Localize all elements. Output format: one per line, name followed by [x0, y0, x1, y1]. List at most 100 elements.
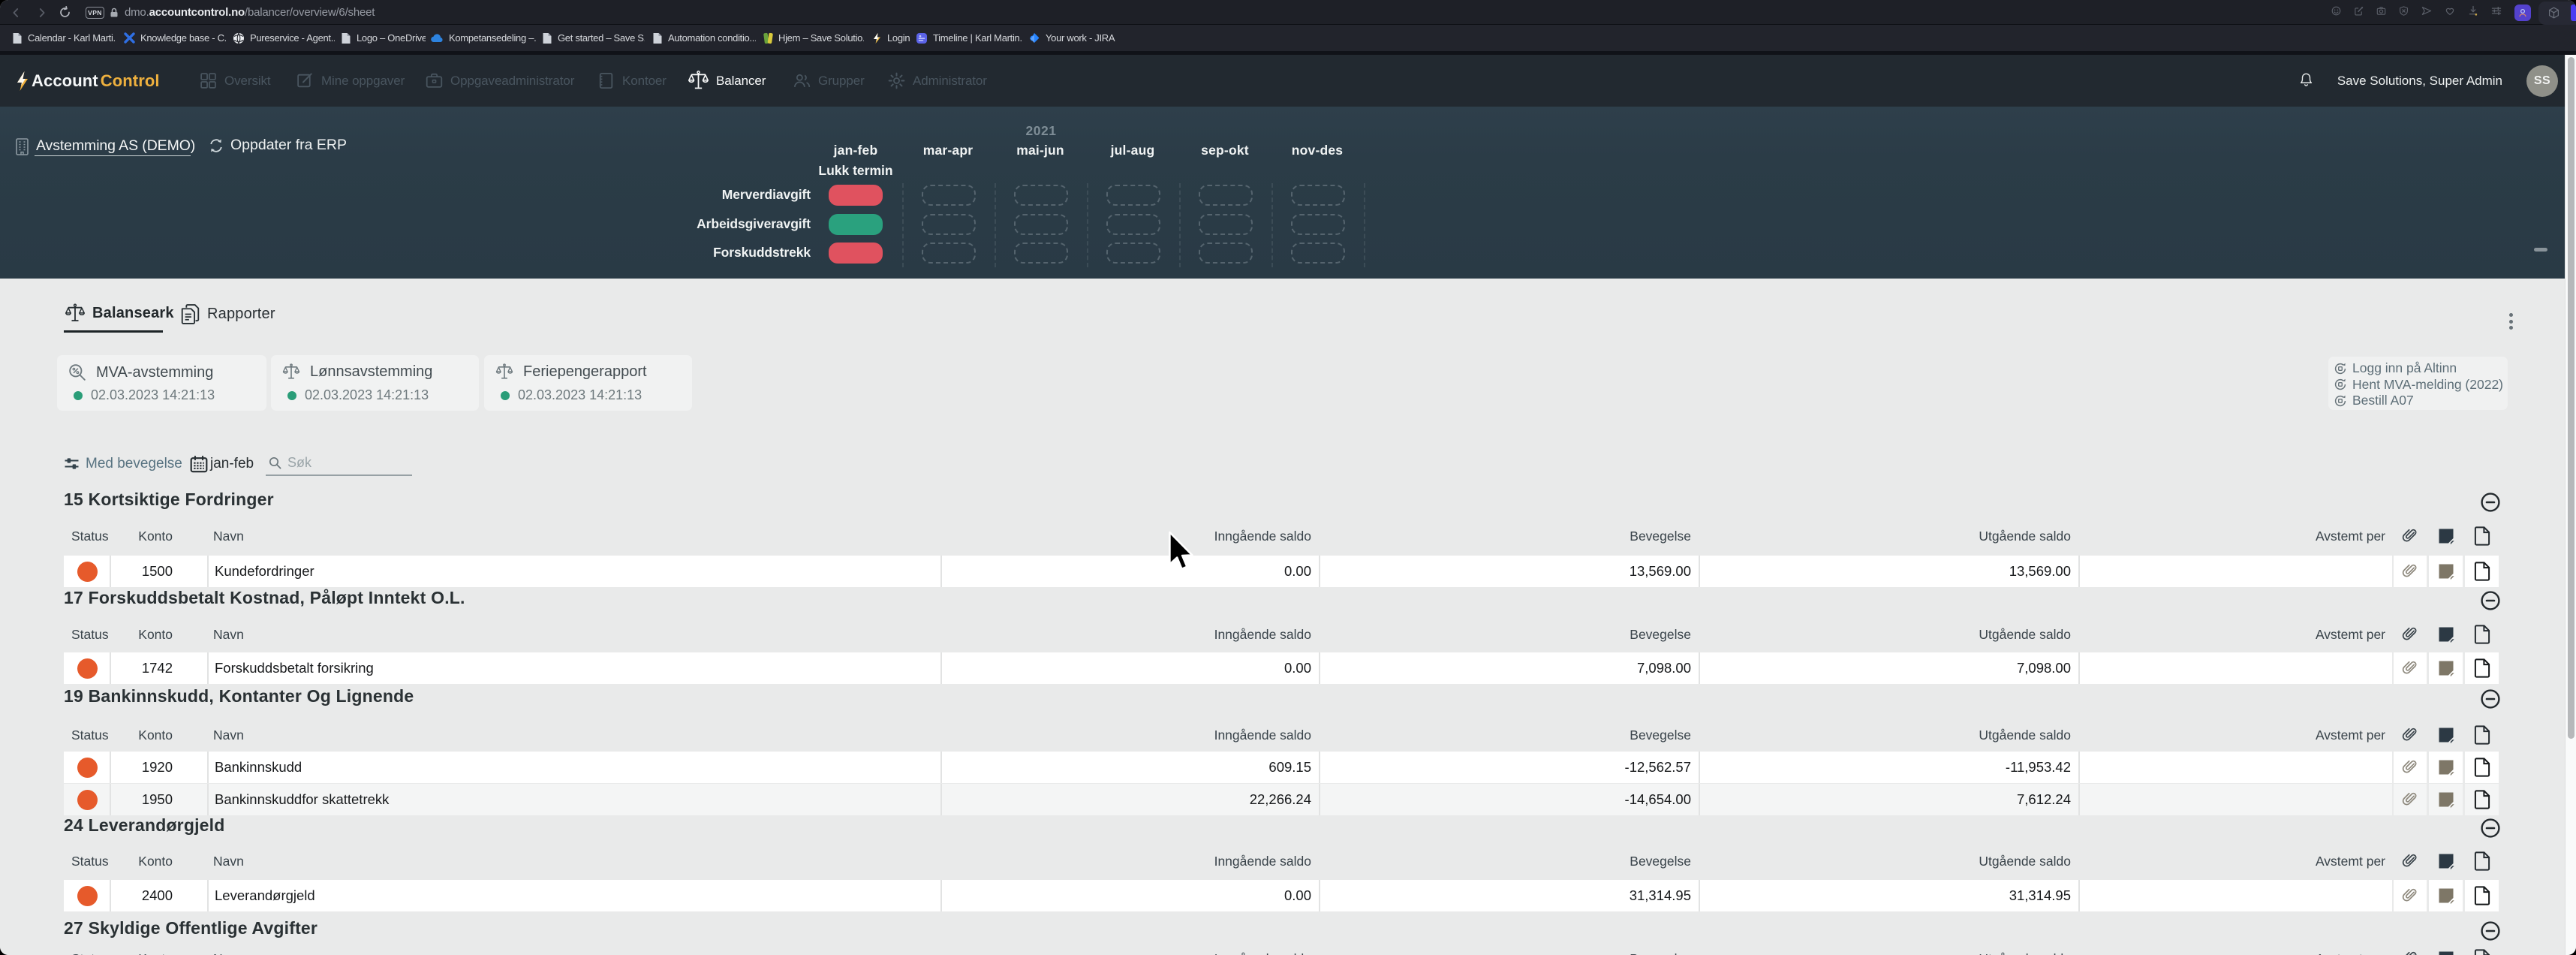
search-input[interactable]: Søk: [266, 451, 412, 476]
back-icon[interactable]: [10, 0, 22, 25]
term-pill-empty[interactable]: [1198, 213, 1253, 235]
term-pill-aga-jan-feb[interactable]: [829, 213, 883, 235]
tab-balanseark[interactable]: Balanseark: [65, 303, 174, 324]
table-row[interactable]: 1500 Kundefordringer 0.00 13,569.00 13,5…: [64, 556, 2502, 587]
bookmark-item[interactable]: Automation conditio...: [652, 25, 756, 51]
sliders-extension-icon[interactable]: [2491, 6, 2502, 20]
nav-item-administrator[interactable]: Administrator: [887, 55, 987, 107]
profile-extension-icon[interactable]: [2514, 4, 2531, 21]
card-lonnsavstemming[interactable]: Lønnsavstemming 02.03.2023 14:21:13: [271, 355, 479, 411]
term-pill-empty[interactable]: [1198, 243, 1253, 264]
bookmark-item[interactable]: Logo – OneDrive: [341, 25, 426, 51]
app-logo[interactable]: Account Control: [16, 55, 160, 107]
compose-extension-icon[interactable]: [2354, 6, 2364, 20]
table-row[interactable]: 2400 Leverandørgjeld 0.00 31,314.95 31,3…: [64, 880, 2502, 911]
refresh-erp-button[interactable]: Oppdater fra ERP: [209, 137, 347, 154]
section-collapse-button[interactable]: [2481, 921, 2500, 941]
term-pill-empty[interactable]: [1290, 213, 1345, 235]
avatar[interactable]: SS: [2526, 65, 2558, 97]
document-icon[interactable]: [2465, 752, 2499, 783]
table-row[interactable]: 1950 Bankinnskuddfor skattetrekk 22,266.…: [64, 784, 2502, 815]
url-bar[interactable]: dmo. accountcontrol.no/balancer/overview/…: [125, 0, 375, 25]
note-icon[interactable]: [2429, 784, 2463, 815]
table-row[interactable]: 1742 Forskuddsbetalt forsikring 0.00 7,0…: [64, 652, 2502, 684]
bookmark-item[interactable]: Get started – Save S...: [542, 25, 645, 51]
period-mai-jun[interactable]: mai-jun: [1016, 143, 1064, 158]
bookmark-item[interactable]: Knowledge base - C...: [124, 25, 226, 51]
kebab-menu[interactable]: [2503, 313, 2518, 333]
bell-icon[interactable]: [2299, 71, 2313, 91]
card-feriepengerapport[interactable]: Feriepengerapport 02.03.2023 14:21:13: [484, 355, 692, 411]
term-pill-empty[interactable]: [1106, 185, 1160, 206]
term-pill-mva-jan-feb[interactable]: [829, 185, 883, 206]
nav-item-balancer[interactable]: Balancer: [688, 55, 766, 107]
term-pill-empty[interactable]: [921, 243, 976, 264]
send-extension-icon[interactable]: [2421, 6, 2432, 20]
document-icon[interactable]: [2465, 880, 2499, 911]
period-sep-okt[interactable]: sep-okt: [1201, 143, 1249, 158]
altinn-link-hent-mva[interactable]: Hent MVA-melding (2022): [2334, 377, 2508, 393]
section-collapse-button[interactable]: [2481, 689, 2500, 709]
attachment-icon[interactable]: [2394, 652, 2427, 684]
document-icon[interactable]: [2465, 556, 2499, 587]
period-mar-apr[interactable]: mar-apr: [922, 143, 974, 158]
bookmark-item[interactable]: Timeline | Karl Martin...: [916, 25, 1022, 51]
bookmark-item[interactable]: Kompetansedeling –...: [431, 25, 537, 51]
attachment-icon[interactable]: [2394, 556, 2427, 587]
forward-icon[interactable]: [36, 0, 48, 25]
nav-item-kontoer[interactable]: Kontoer: [597, 55, 667, 107]
filter-med-bevegelse[interactable]: Med bevegelse: [64, 451, 182, 477]
bookmark-item[interactable]: Calendar - Karl Marti...: [12, 25, 116, 51]
period-nov-des[interactable]: nov-des: [1291, 143, 1344, 158]
bookmark-item[interactable]: Login: [872, 25, 917, 51]
nav-item-oversikt[interactable]: Oversikt: [199, 55, 271, 107]
section-collapse-button[interactable]: [2481, 591, 2500, 610]
download-extension-icon[interactable]: [2468, 5, 2478, 20]
section-collapse-button[interactable]: [2481, 818, 2500, 838]
camera-extension-icon[interactable]: [2376, 6, 2386, 20]
term-pill-empty[interactable]: [1290, 243, 1345, 264]
nav-item-grupper[interactable]: Grupper: [793, 55, 865, 107]
shield-x-extension-icon[interactable]: [2399, 5, 2409, 20]
scrollbar-thumb[interactable]: [2567, 57, 2574, 739]
bookmark-item[interactable]: Hjem – Save Solutio...: [763, 25, 864, 51]
note-icon[interactable]: [2429, 652, 2463, 684]
altinn-link-login[interactable]: Logg inn på Altinn: [2334, 360, 2508, 377]
period-jul-aug[interactable]: jul-aug: [1110, 143, 1155, 158]
user-name[interactable]: Save Solutions, Super Admin: [2337, 73, 2502, 88]
altinn-link-bestill-a07[interactable]: Bestill A07: [2334, 393, 2508, 409]
attachment-icon[interactable]: [2394, 752, 2427, 783]
bookmark-item[interactable]: Your work - JIRA: [1028, 25, 1130, 51]
heart-extension-icon[interactable]: [2445, 6, 2455, 20]
term-pill-empty[interactable]: [1106, 243, 1160, 264]
document-icon[interactable]: [2465, 784, 2499, 815]
term-pill-empty[interactable]: [1013, 213, 1068, 235]
card-mva-avstemming[interactable]: MVA-avstemming 02.03.2023 14:21:13: [57, 355, 266, 411]
panel-collapse-button[interactable]: [2534, 248, 2547, 252]
nav-item-mine-oppgaver[interactable]: Mine oppgaver: [296, 55, 405, 107]
term-pill-empty[interactable]: [1013, 243, 1068, 264]
reload-icon[interactable]: [59, 0, 71, 25]
term-pill-empty[interactable]: [1290, 185, 1345, 206]
document-icon[interactable]: [2465, 652, 2499, 684]
term-pill-empty[interactable]: [1106, 213, 1160, 235]
filter-period[interactable]: jan-feb: [190, 451, 254, 477]
note-icon[interactable]: [2429, 880, 2463, 911]
term-pill-empty[interactable]: [1198, 185, 1253, 206]
term-pill-empty[interactable]: [1013, 185, 1068, 206]
smiley-extension-icon[interactable]: [2331, 6, 2341, 20]
vpn-badge[interactable]: VPN: [86, 7, 104, 19]
table-row[interactable]: 1920 Bankinnskudd 609.15 -12,562.57 -11,…: [64, 752, 2502, 783]
term-pill-forskudd-jan-feb[interactable]: [829, 243, 883, 264]
section-collapse-button[interactable]: [2481, 493, 2500, 512]
note-icon[interactable]: [2429, 752, 2463, 783]
attachment-icon[interactable]: [2394, 880, 2427, 911]
term-pill-empty[interactable]: [921, 213, 976, 235]
company-selector[interactable]: Avstemming AS (DEMO): [16, 137, 195, 155]
period-jan-feb[interactable]: jan-feb: [833, 143, 878, 158]
bookmark-item[interactable]: Pureservice - Agent...: [233, 25, 335, 51]
term-pill-empty[interactable]: [921, 185, 976, 206]
note-icon[interactable]: [2429, 556, 2463, 587]
cube-icon[interactable]: [2548, 0, 2559, 25]
tab-rapporter[interactable]: Rapporter: [180, 303, 275, 325]
